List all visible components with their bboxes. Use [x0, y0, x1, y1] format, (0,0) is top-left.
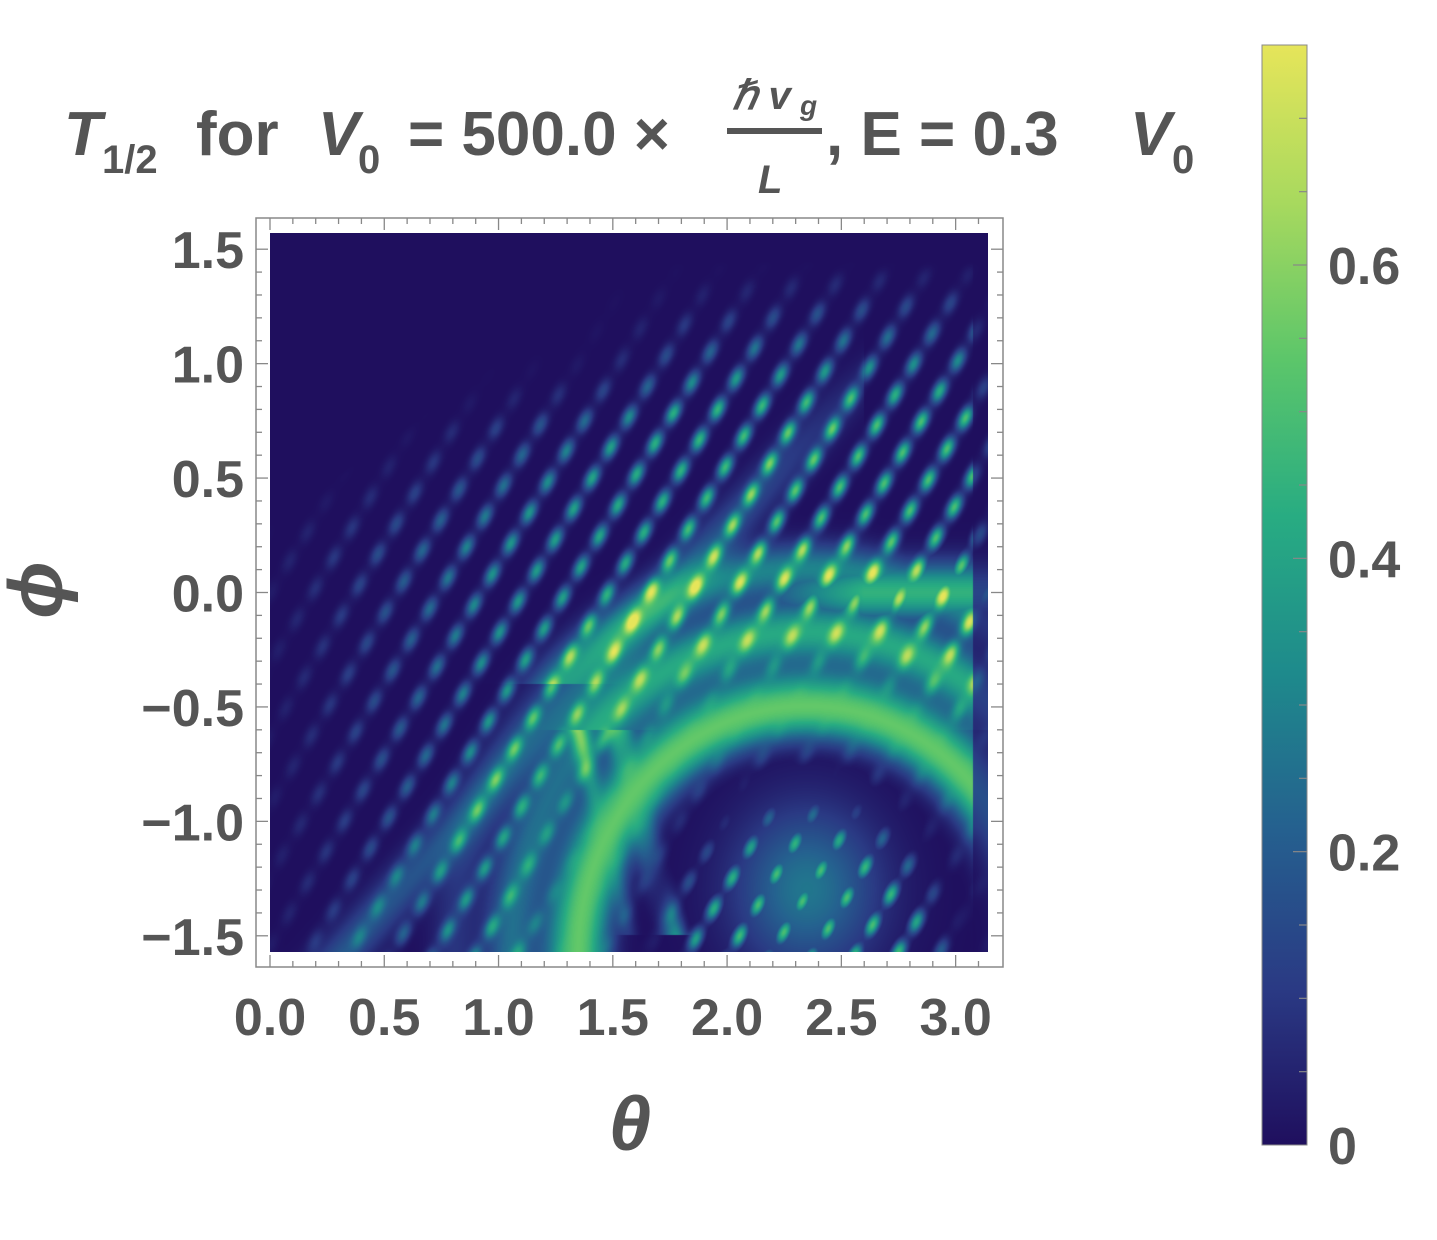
x-axis-label: θ [609, 1082, 651, 1167]
y-tick-label: −0.5 [141, 680, 244, 738]
title-equals-value: = 500.0 × [408, 100, 671, 169]
colorbar-tick-label: 0.6 [1328, 238, 1400, 296]
title-v0-symbol-2: V [1130, 100, 1172, 169]
title-v0-subscript-2: 0 [1172, 138, 1195, 182]
title-energy-text: , E = 0.3 [826, 100, 1059, 169]
colorbar-tick-label: 0 [1328, 1118, 1357, 1176]
y-tick-label: 0.5 [172, 451, 244, 509]
colorbar-tick-label: 0.4 [1328, 531, 1400, 589]
title-v0-symbol: V [318, 100, 360, 169]
title-t-subscript: 1/2 [102, 138, 158, 182]
y-axis-label: ϕ [0, 561, 79, 619]
title-fraction-numerator: ℏ v [732, 74, 791, 118]
title-fraction-numerator-subscript: g [800, 90, 818, 121]
title-fraction-bar [727, 128, 822, 134]
x-tick-label: 3.0 [919, 989, 991, 1047]
x-tick-label: 0.5 [348, 989, 420, 1047]
x-tick-label: 0.0 [234, 989, 306, 1047]
colorbar-tick-label: 0.2 [1328, 825, 1400, 883]
y-tick-label: 1.0 [172, 337, 244, 395]
x-tick-label: 1.0 [462, 989, 534, 1047]
chart-title: T 1/2 for V 0 = 500.0 × ℏ v g L , E = 0.… [0, 0, 1437, 215]
y-tick-label: −1.0 [141, 794, 244, 852]
y-tick-label: 1.5 [172, 222, 244, 280]
x-tick-label: 2.5 [805, 989, 877, 1047]
x-tick-label: 1.5 [577, 989, 649, 1047]
heatmap-cells [270, 233, 988, 952]
title-for-text: for [196, 100, 279, 169]
y-tick-label: 0.0 [172, 566, 244, 624]
title-v0-subscript: 0 [358, 138, 381, 182]
x-tick-label: 2.0 [691, 989, 763, 1047]
title-t-symbol: T [64, 100, 102, 169]
title-fraction-denominator: L [758, 158, 783, 202]
y-tick-label: −1.5 [141, 909, 244, 967]
colorbar-gradient [1261, 44, 1308, 1146]
